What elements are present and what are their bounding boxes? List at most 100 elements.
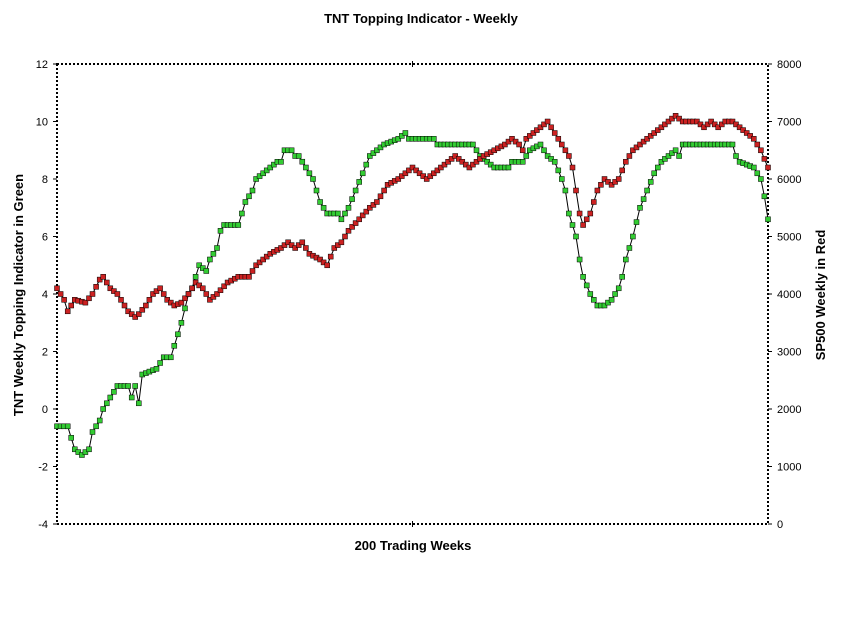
data-point bbox=[377, 193, 384, 200]
data-point bbox=[175, 331, 181, 338]
data-point bbox=[267, 164, 274, 171]
data-point bbox=[100, 274, 106, 280]
data-point bbox=[139, 307, 146, 313]
data-point bbox=[544, 118, 551, 125]
data-point bbox=[409, 164, 416, 171]
data-point bbox=[263, 167, 270, 174]
data-point bbox=[171, 343, 178, 349]
data-point bbox=[512, 138, 519, 145]
data-point bbox=[583, 216, 590, 223]
data-point bbox=[523, 153, 530, 159]
data-point bbox=[104, 400, 110, 407]
data-point bbox=[697, 121, 704, 128]
data-point bbox=[349, 224, 355, 230]
right-tick-label: 5000 bbox=[777, 232, 801, 244]
data-point bbox=[182, 295, 188, 302]
chart-title: TNT Topping Indicator - Weekly bbox=[324, 11, 519, 26]
data-point bbox=[630, 233, 636, 240]
data-point bbox=[313, 187, 320, 194]
data-point bbox=[196, 262, 202, 269]
data-point bbox=[324, 262, 330, 269]
data-point bbox=[395, 176, 402, 182]
data-point bbox=[626, 245, 633, 251]
data-point bbox=[338, 216, 345, 223]
data-point bbox=[431, 170, 437, 177]
data-point bbox=[317, 256, 323, 263]
data-point bbox=[96, 276, 103, 283]
data-point bbox=[178, 299, 185, 306]
data-point bbox=[413, 167, 419, 174]
data-point bbox=[79, 452, 85, 458]
data-point bbox=[662, 156, 668, 162]
data-point bbox=[541, 147, 547, 154]
data-point bbox=[57, 291, 64, 297]
data-point bbox=[623, 256, 629, 263]
data-point bbox=[765, 216, 771, 223]
data-point bbox=[662, 121, 668, 128]
data-point bbox=[192, 279, 199, 286]
data-point bbox=[214, 291, 220, 297]
data-point bbox=[61, 297, 67, 303]
data-point bbox=[420, 173, 426, 179]
data-point bbox=[75, 449, 82, 455]
data-point bbox=[505, 138, 512, 145]
data-point bbox=[651, 170, 657, 177]
data-point bbox=[281, 242, 288, 248]
data-point bbox=[345, 205, 352, 211]
data-point bbox=[619, 167, 625, 174]
data-point bbox=[182, 305, 188, 312]
right-tick-label: 2000 bbox=[777, 404, 801, 416]
data-point bbox=[153, 288, 160, 294]
data-point bbox=[132, 314, 138, 320]
data-point bbox=[114, 291, 121, 297]
data-point bbox=[562, 187, 569, 194]
data-point bbox=[758, 147, 764, 154]
data-point bbox=[740, 127, 746, 133]
data-point bbox=[587, 291, 594, 297]
data-point bbox=[591, 297, 597, 303]
data-point bbox=[647, 179, 654, 185]
left-tick-label: 12 bbox=[36, 59, 48, 71]
data-point bbox=[519, 147, 526, 154]
data-point bbox=[751, 164, 757, 171]
plot-area bbox=[54, 113, 771, 458]
data-point bbox=[644, 136, 650, 142]
data-point bbox=[477, 156, 483, 162]
data-point bbox=[658, 159, 665, 165]
data-point bbox=[530, 130, 537, 136]
data-point bbox=[299, 239, 306, 246]
data-point bbox=[566, 210, 572, 217]
data-point bbox=[363, 161, 370, 168]
data-point bbox=[192, 274, 199, 280]
data-point bbox=[185, 291, 192, 297]
data-point bbox=[303, 245, 309, 251]
right-tick-label: 4000 bbox=[777, 289, 801, 301]
data-point bbox=[256, 173, 263, 179]
data-point bbox=[68, 435, 74, 441]
data-point bbox=[260, 256, 266, 263]
data-point bbox=[633, 144, 640, 151]
data-point bbox=[633, 219, 640, 225]
data-point bbox=[612, 179, 618, 185]
data-point bbox=[473, 147, 480, 154]
data-point bbox=[580, 222, 586, 228]
left-tick-label: -4 bbox=[38, 519, 48, 531]
right-tick-label: 0 bbox=[777, 519, 783, 531]
data-point bbox=[665, 153, 672, 159]
data-point bbox=[623, 159, 629, 165]
data-point bbox=[125, 383, 131, 389]
data-point bbox=[121, 302, 128, 309]
data-point bbox=[615, 176, 622, 182]
data-point bbox=[669, 115, 675, 122]
data-point bbox=[605, 299, 611, 306]
data-point bbox=[594, 187, 601, 194]
data-point bbox=[487, 161, 494, 168]
data-point bbox=[466, 164, 473, 171]
data-point bbox=[278, 245, 284, 251]
left-tick-label: 2 bbox=[42, 347, 48, 359]
data-point bbox=[320, 259, 327, 266]
data-point bbox=[359, 170, 366, 177]
data-point bbox=[715, 124, 721, 131]
data-point bbox=[207, 256, 213, 263]
data-point bbox=[399, 173, 405, 179]
